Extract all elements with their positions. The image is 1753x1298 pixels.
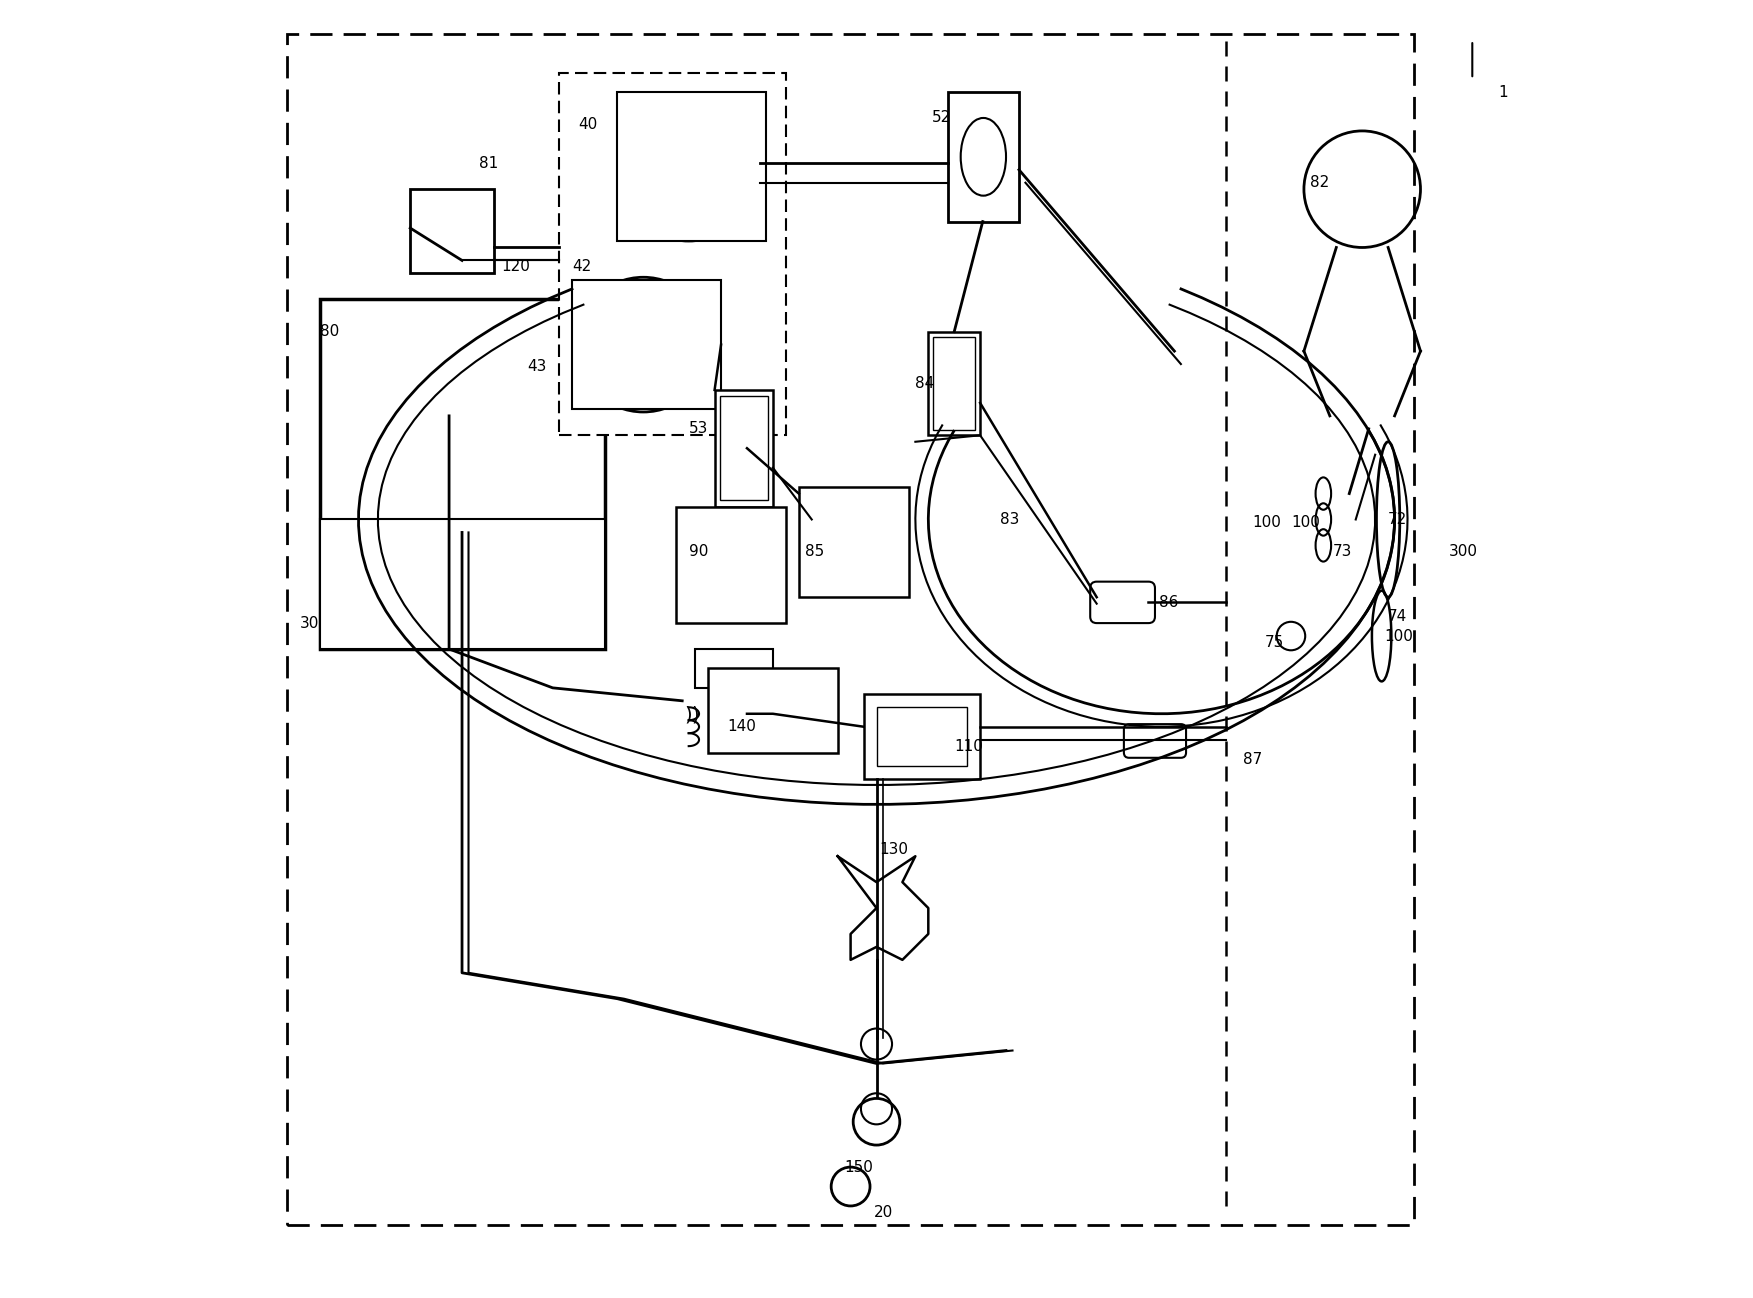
- Text: 80: 80: [319, 324, 338, 339]
- Text: 52: 52: [933, 110, 952, 126]
- Text: 73: 73: [1332, 544, 1352, 559]
- Text: 150: 150: [845, 1159, 873, 1175]
- Text: 84: 84: [915, 376, 934, 391]
- Text: 30: 30: [300, 615, 319, 631]
- Text: 100: 100: [1290, 514, 1320, 530]
- Text: 40: 40: [578, 117, 598, 132]
- Text: 90: 90: [689, 544, 708, 559]
- Bar: [720, 396, 768, 500]
- Text: 100: 100: [1252, 514, 1281, 530]
- Text: 72: 72: [1388, 511, 1408, 527]
- Bar: [571, 280, 720, 409]
- Text: 140: 140: [727, 719, 757, 735]
- Text: 53: 53: [689, 422, 708, 436]
- Text: 110: 110: [954, 739, 983, 754]
- Bar: [319, 300, 605, 649]
- Bar: [708, 668, 838, 753]
- Text: 100: 100: [1385, 628, 1413, 644]
- Bar: [934, 337, 975, 430]
- Text: 300: 300: [1450, 544, 1478, 559]
- FancyBboxPatch shape: [559, 73, 785, 435]
- Text: 83: 83: [999, 511, 1018, 527]
- Text: 20: 20: [875, 1205, 894, 1220]
- Text: 87: 87: [1243, 752, 1262, 767]
- Text: 86: 86: [1159, 594, 1178, 610]
- Bar: [410, 190, 494, 274]
- Bar: [929, 332, 980, 435]
- Text: ): ): [691, 705, 699, 724]
- FancyBboxPatch shape: [1124, 724, 1187, 758]
- Bar: [675, 506, 785, 623]
- Bar: [715, 389, 773, 506]
- Bar: [617, 92, 766, 241]
- Text: 1: 1: [1499, 84, 1508, 100]
- Bar: [864, 694, 980, 779]
- Bar: [876, 707, 968, 766]
- Text: 85: 85: [805, 544, 824, 559]
- Text: 74: 74: [1388, 609, 1408, 624]
- Bar: [948, 92, 1018, 222]
- Text: 130: 130: [878, 842, 908, 857]
- Bar: [319, 519, 605, 649]
- Text: 82: 82: [1311, 175, 1329, 191]
- Text: 42: 42: [571, 260, 591, 274]
- Text: 81: 81: [479, 156, 498, 171]
- FancyBboxPatch shape: [1090, 582, 1155, 623]
- Text: 43: 43: [528, 360, 547, 374]
- FancyBboxPatch shape: [287, 34, 1415, 1225]
- Text: 75: 75: [1266, 635, 1285, 650]
- Bar: [696, 649, 773, 688]
- Text: ): ): [685, 705, 692, 724]
- Text: 120: 120: [501, 260, 529, 274]
- Bar: [799, 487, 908, 597]
